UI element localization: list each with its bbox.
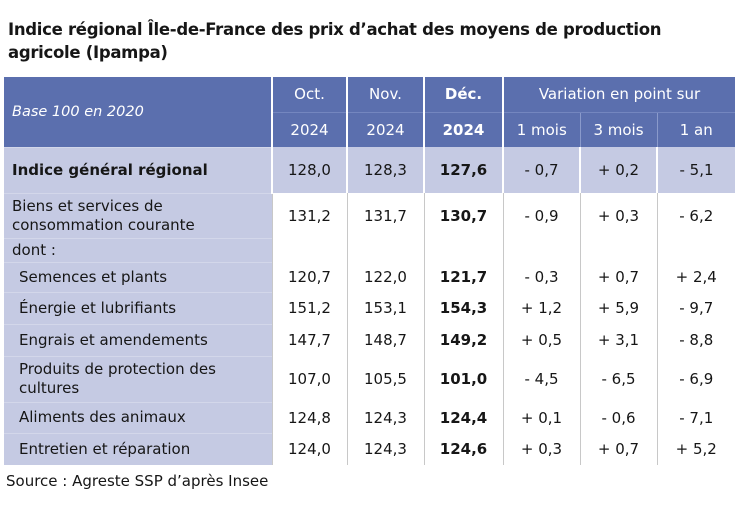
variation-value: - 6,2 bbox=[656, 193, 736, 238]
variation-value: + 0,5 bbox=[502, 324, 580, 356]
index-value: 107,0 bbox=[271, 356, 347, 402]
index-value: 153,1 bbox=[346, 292, 424, 324]
index-value: 124,8 bbox=[271, 402, 347, 433]
variation-value: + 0,3 bbox=[579, 193, 657, 238]
ipampa-table: Base 100 en 2020 Oct. Nov. Déc. Variatio… bbox=[4, 77, 736, 465]
header-month: Déc. bbox=[423, 77, 503, 112]
index-value: 127,6 bbox=[423, 147, 503, 193]
table-title: Indice régional Île-de-France des prix d… bbox=[8, 20, 662, 62]
header-year: 2024 bbox=[271, 111, 347, 147]
index-value: 121,7 bbox=[423, 262, 503, 292]
row-label: Indice général régional bbox=[4, 146, 272, 193]
variation-value: + 0,7 bbox=[579, 262, 657, 292]
header-variation-period: 3 mois bbox=[579, 111, 657, 147]
table-row: Produits de protection des cultures 107,0… bbox=[4, 355, 736, 402]
variation-value: - 0,7 bbox=[502, 147, 580, 193]
variation-value: - 7,1 bbox=[656, 402, 736, 433]
row-label: Énergie et lubrifiants bbox=[4, 291, 272, 324]
index-value: 101,0 bbox=[423, 356, 503, 402]
index-value: 154,3 bbox=[423, 292, 503, 324]
index-value: 105,5 bbox=[346, 356, 424, 402]
variation-value: + 0,2 bbox=[579, 147, 657, 193]
dont-row: dont : bbox=[4, 237, 736, 262]
index-value: 122,0 bbox=[346, 262, 424, 292]
variation-value: - 0,3 bbox=[502, 262, 580, 292]
dont-label: dont : bbox=[4, 237, 272, 262]
index-value: 131,2 bbox=[271, 193, 347, 238]
index-value: 148,7 bbox=[346, 324, 424, 356]
index-value: 147,7 bbox=[271, 324, 347, 356]
variation-value: + 5,2 bbox=[656, 433, 736, 465]
index-value: 124,6 bbox=[423, 433, 503, 465]
index-value: 151,2 bbox=[271, 292, 347, 324]
variation-value: - 0,6 bbox=[579, 402, 657, 433]
index-value: 124,0 bbox=[271, 433, 347, 465]
index-value: 124,3 bbox=[346, 433, 424, 465]
header-variation-period: 1 an bbox=[656, 111, 736, 147]
index-value: 124,3 bbox=[346, 402, 424, 433]
variation-value: - 6,5 bbox=[579, 356, 657, 402]
table-row: Entretien et réparation 124,0 124,3 124,6 + … bbox=[4, 432, 736, 465]
row-label: Engrais et amendements bbox=[4, 323, 272, 356]
variation-value: + 1,2 bbox=[502, 292, 580, 324]
variation-value: - 8,8 bbox=[656, 324, 736, 356]
variation-value: - 5,1 bbox=[655, 147, 736, 193]
index-value: 124,4 bbox=[423, 402, 503, 433]
table-row: Indice général régional 128,0 128,3 127,6- … bbox=[4, 146, 736, 193]
header-variation: Variation en point sur bbox=[501, 77, 736, 112]
variation-value: + 0,7 bbox=[579, 433, 657, 465]
header-year: 2024 bbox=[423, 111, 503, 147]
row-label: Produits de protection des cultures bbox=[4, 355, 272, 402]
table-row: Semences et plants 120,7 122,0 121,7- 0,3 + … bbox=[4, 261, 736, 292]
variation-value: - 6,9 bbox=[656, 356, 736, 402]
variation-value: + 2,4 bbox=[656, 262, 736, 292]
variation-value: + 0,1 bbox=[502, 402, 580, 433]
variation-value: - 4,5 bbox=[502, 356, 580, 402]
header-variation-period: 1 mois bbox=[502, 111, 580, 147]
row-label: Entretien et réparation bbox=[4, 432, 272, 465]
source-note: Source : Agreste SSP d’après Insee bbox=[6, 472, 269, 490]
base-label: Base 100 en 2020 bbox=[4, 77, 272, 147]
row-label: Semences et plants bbox=[4, 261, 272, 292]
table-row: Biens et services de consommation couran… bbox=[4, 192, 736, 238]
header-month: Oct. bbox=[271, 77, 347, 112]
variation-value: - 9,7 bbox=[656, 292, 736, 324]
header-month: Nov. bbox=[346, 77, 424, 112]
index-value: 128,0 bbox=[271, 147, 347, 193]
index-value: 130,7 bbox=[423, 193, 503, 238]
variation-value: + 5,9 bbox=[579, 292, 657, 324]
variation-value: - 0,9 bbox=[502, 193, 580, 238]
index-value: 131,7 bbox=[346, 193, 424, 238]
row-label: Biens et services de consommation couran… bbox=[4, 192, 272, 238]
row-label: Aliments des animaux bbox=[4, 401, 272, 433]
header-year: 2024 bbox=[346, 111, 424, 147]
table-row: Engrais et amendements 147,7 148,7 149,2 + 0… bbox=[4, 323, 736, 356]
index-value: 149,2 bbox=[423, 324, 503, 356]
table-row: Énergie et lubrifiants 151,2 153,1 154,3 + 1… bbox=[4, 291, 736, 324]
variation-value: + 0,3 bbox=[502, 433, 580, 465]
index-value: 128,3 bbox=[346, 147, 424, 193]
index-value: 120,7 bbox=[271, 262, 347, 292]
variation-value: + 3,1 bbox=[579, 324, 657, 356]
table-row: Aliments des animaux 124,8 124,3 124,4 + 0,1… bbox=[4, 401, 736, 433]
